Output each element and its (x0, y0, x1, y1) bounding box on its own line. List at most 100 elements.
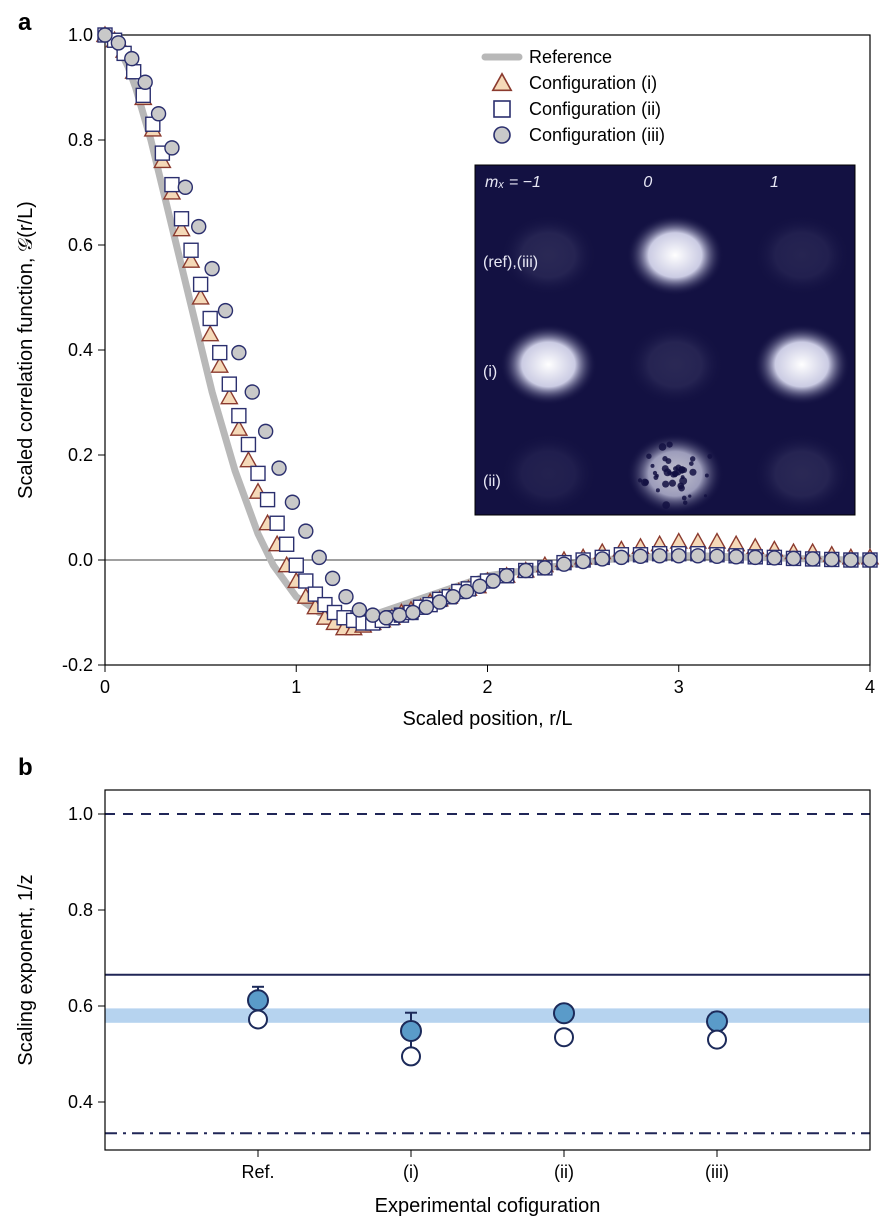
marker-circle (691, 549, 705, 563)
inset-header: 0 (643, 174, 652, 191)
panel-b-label: b (18, 754, 33, 781)
point-open (708, 1031, 726, 1049)
panel-b-ytick-label: 0.4 (68, 1092, 93, 1112)
marker-circle (259, 424, 273, 438)
inset-row-label: (i) (483, 363, 497, 380)
point-filled (401, 1021, 421, 1041)
inset-speckle (689, 469, 696, 476)
marker-circle (366, 608, 380, 622)
inset-speckle (673, 471, 679, 477)
inset-speckle (669, 480, 676, 487)
marker-circle (312, 550, 326, 564)
marker-circle (672, 549, 686, 563)
panel-b-ylabel: Scaling exponent, 1/z (15, 874, 37, 1065)
panel-a-ytick-label: 0.4 (68, 340, 93, 360)
marker-square (213, 346, 227, 360)
panel-a-ytick-label: -0.2 (62, 655, 93, 675)
marker-square (270, 516, 284, 530)
marker-circle (285, 495, 299, 509)
inset-blob (754, 215, 851, 296)
inset-speckle (667, 441, 673, 447)
panel-b-ytick-label: 0.6 (68, 996, 93, 1016)
panel-b-xtick-label: (iii) (705, 1162, 729, 1182)
panel-b-xtick-label: (i) (403, 1162, 419, 1182)
marker-circle (125, 52, 139, 66)
marker-circle (634, 549, 648, 563)
inset-speckle (646, 454, 651, 459)
marker-circle (825, 552, 839, 566)
marker-square (136, 88, 150, 102)
marker-square (289, 558, 303, 572)
marker-circle (205, 262, 219, 276)
point-filled (248, 990, 268, 1010)
marker-square (494, 101, 510, 117)
marker-square (280, 537, 294, 551)
marker-triangle (240, 452, 256, 466)
panel-a-ytick-label: 0.8 (68, 130, 93, 150)
inset-speckle (659, 443, 667, 451)
marker-circle (538, 561, 552, 575)
inset-speckle (707, 454, 712, 459)
inset-blob (500, 215, 597, 296)
marker-circle (576, 555, 590, 569)
marker-circle (787, 551, 801, 565)
inset-blob (500, 433, 597, 514)
panel-a-ytick-label: 0.0 (68, 550, 93, 570)
panel-b-xlabel: Experimental cofiguration (375, 1195, 601, 1217)
marker-square (251, 466, 265, 480)
figure-page: a01234-0.20.00.20.40.60.81.0Scaled posit… (0, 0, 894, 1222)
panel-a-xtick-label: 3 (674, 677, 684, 697)
marker-triangle (690, 534, 706, 548)
marker-circle (653, 549, 667, 563)
panel-a-xtick-label: 1 (291, 677, 301, 697)
marker-square (261, 493, 275, 507)
marker-circle (614, 550, 628, 564)
marker-circle (232, 346, 246, 360)
inset-speckle (679, 477, 687, 485)
inset-speckle (664, 468, 672, 476)
inset-speckle (653, 471, 657, 475)
panel-b-xtick-label: Ref. (241, 1162, 274, 1182)
inset-speckle (683, 501, 687, 505)
marker-circle (557, 557, 571, 571)
marker-square (241, 438, 255, 452)
panel-b-band (105, 1008, 870, 1022)
inset-speckle (641, 479, 649, 487)
marker-circle (595, 552, 609, 566)
inset-speckle (705, 474, 709, 478)
inset-row-label: (ii) (483, 473, 501, 490)
inset-speckle (682, 496, 687, 501)
marker-circle (446, 590, 460, 604)
panel-b-frame (105, 790, 870, 1150)
marker-circle (299, 524, 313, 538)
marker-circle (218, 304, 232, 318)
marker-circle (352, 603, 366, 617)
marker-circle (272, 461, 286, 475)
marker-circle (433, 595, 447, 609)
marker-circle (165, 141, 179, 155)
panel-b-ytick-label: 0.8 (68, 900, 93, 920)
inset-blob (627, 215, 724, 296)
inset-speckle (689, 461, 694, 466)
marker-circle (178, 180, 192, 194)
marker-triangle (202, 326, 218, 340)
marker-circle (326, 571, 340, 585)
legend-label: Reference (529, 47, 612, 67)
inset-image: mₓ = −101(ref),(iii)(i)(ii) (475, 165, 855, 515)
marker-square (222, 377, 236, 391)
marker-circle (729, 550, 743, 564)
inset-speckle (678, 466, 685, 473)
marker-circle (98, 28, 112, 42)
point-open (249, 1010, 267, 1028)
panel-a-ytick-label: 0.6 (68, 235, 93, 255)
panel-b-xtick-label: (ii) (554, 1162, 574, 1182)
inset-blob (754, 433, 851, 514)
marker-circle (806, 552, 820, 566)
inset-speckle (662, 481, 669, 488)
inset-blob (627, 324, 724, 405)
point-open (402, 1047, 420, 1065)
marker-circle (152, 107, 166, 121)
marker-triangle (493, 74, 511, 91)
inset-speckle (653, 475, 658, 480)
marker-square (165, 178, 179, 192)
